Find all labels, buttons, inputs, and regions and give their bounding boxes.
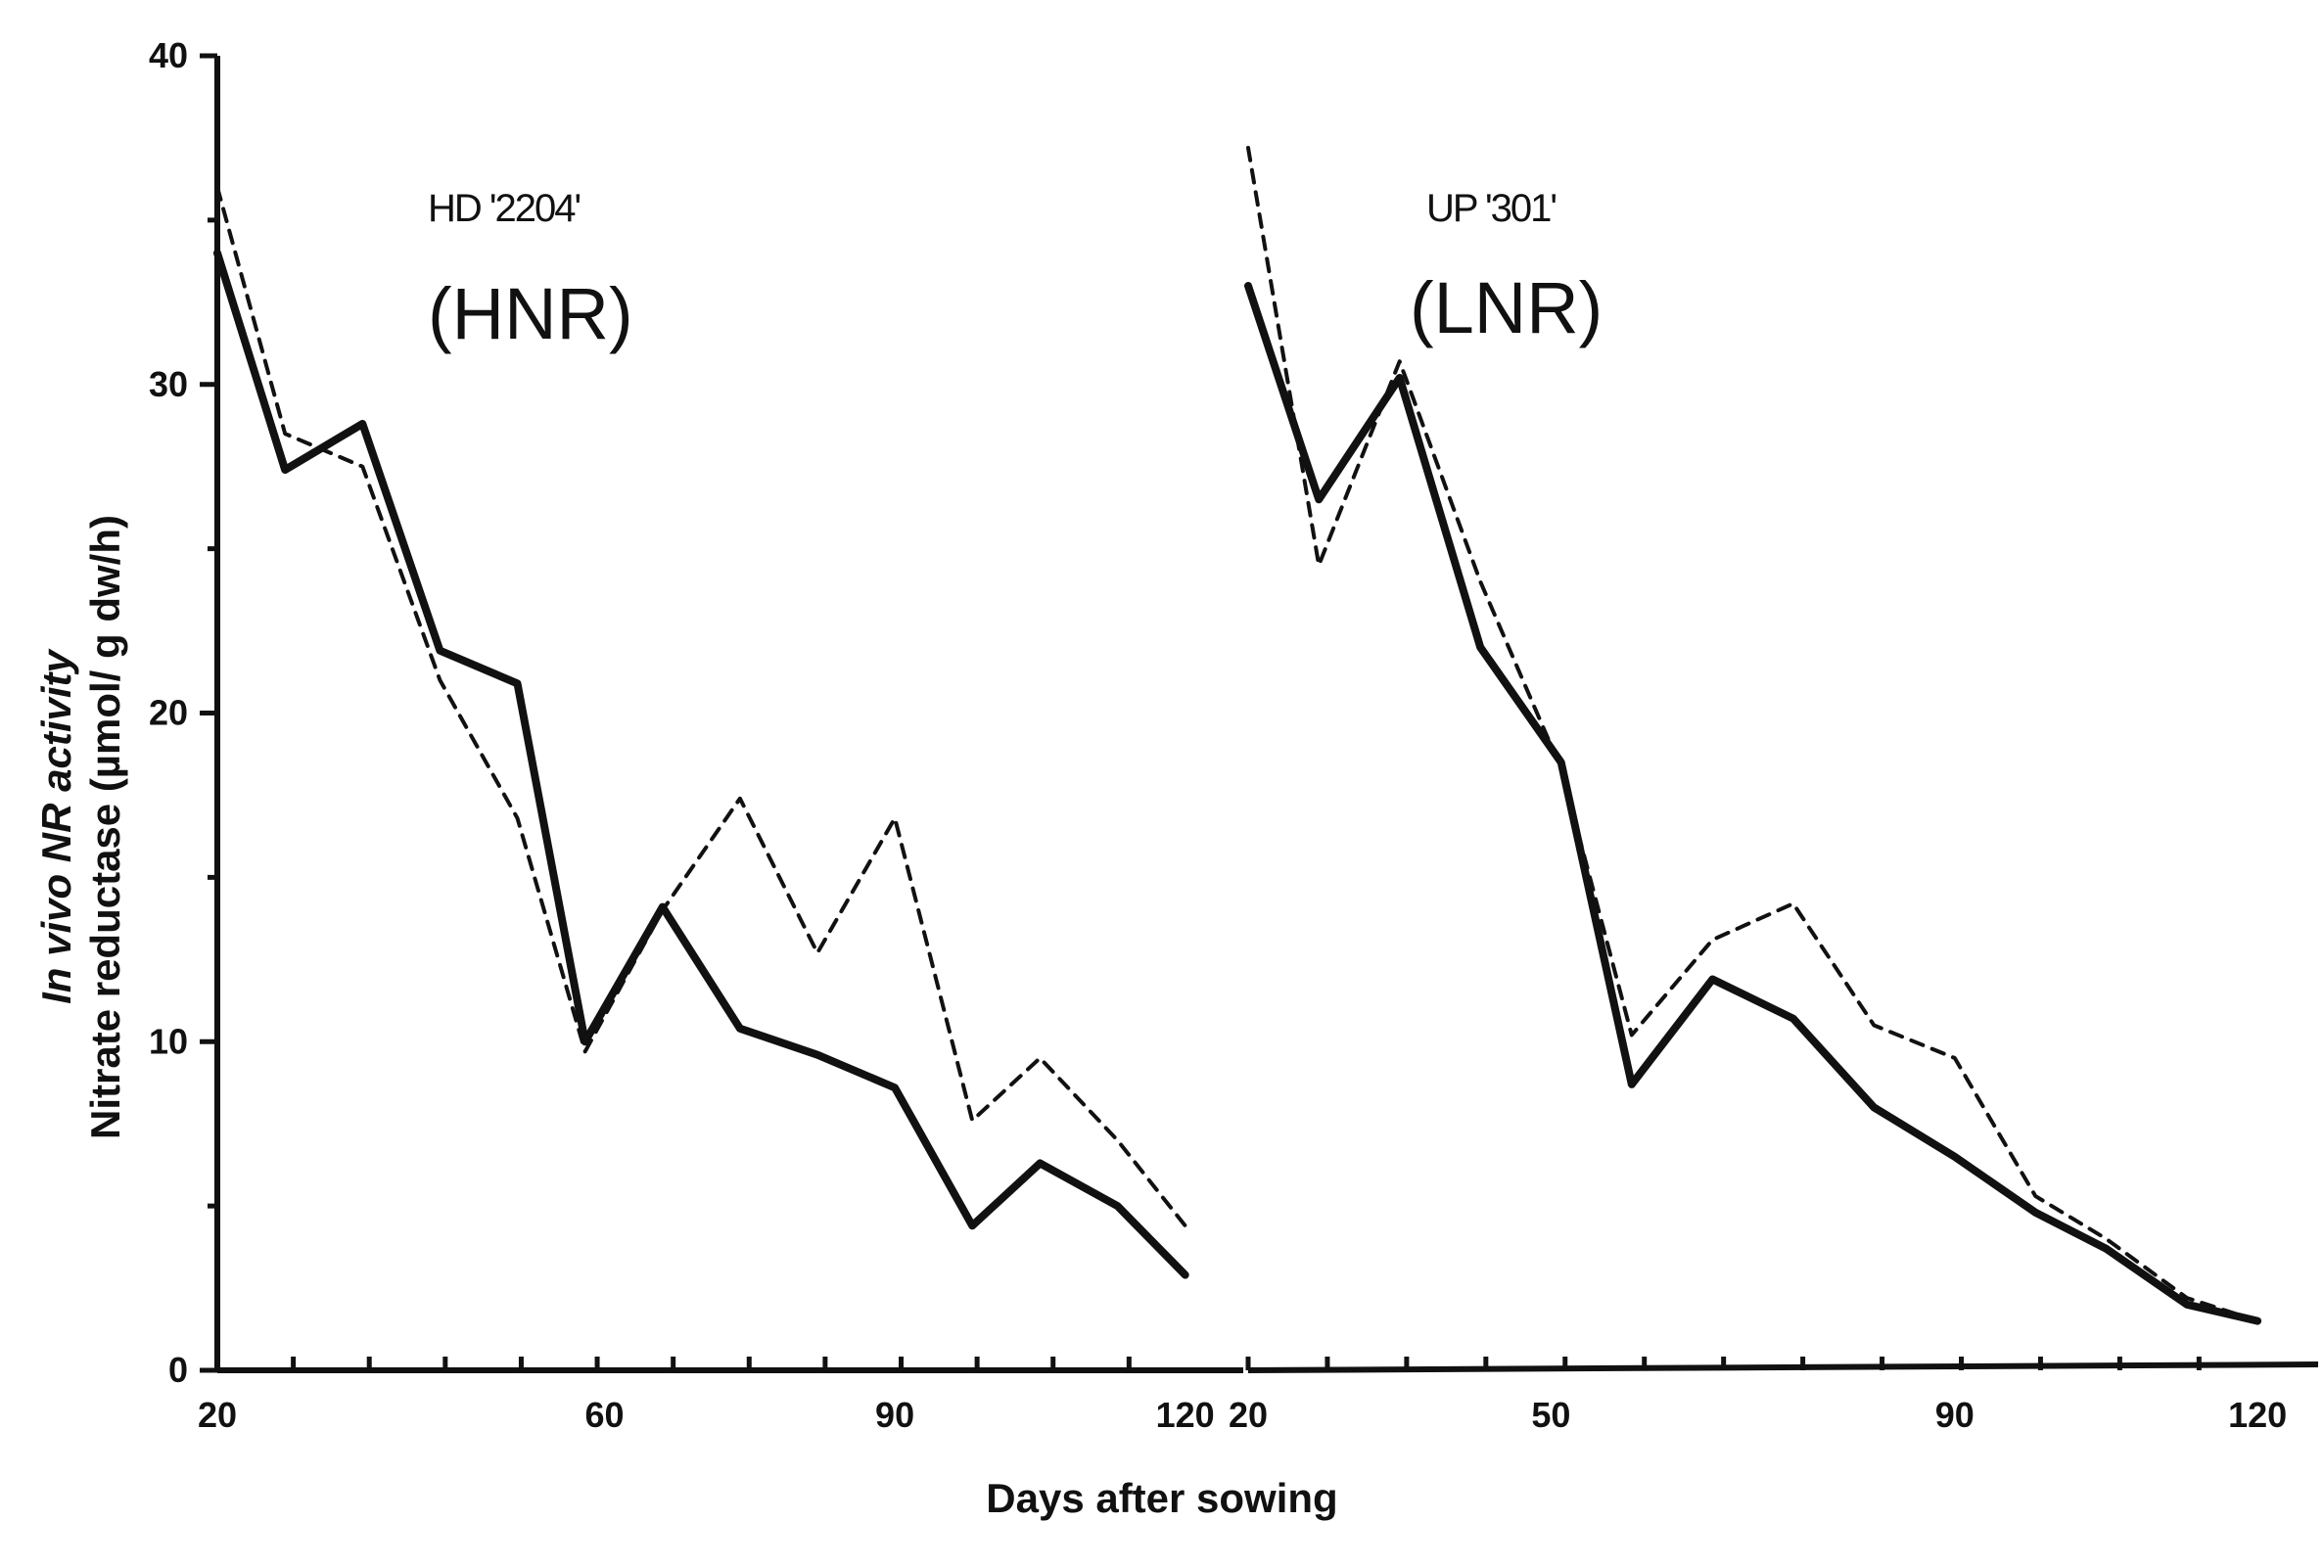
y-axis-title-line1: In vivo NR activity bbox=[33, 647, 79, 1003]
x-axis-title: Days after sowing bbox=[986, 1475, 1337, 1521]
x-tick-label: 90 bbox=[875, 1395, 914, 1435]
y-tick-label: 10 bbox=[149, 1021, 188, 1061]
y-tick-label: 30 bbox=[149, 364, 188, 404]
y-tick-label: 20 bbox=[149, 693, 188, 733]
panel-subtitle-lnr: (LNR) bbox=[1410, 267, 1603, 348]
series-line-panel-2-dashed bbox=[1246, 146, 2260, 1323]
y-tick-label: 0 bbox=[168, 1350, 188, 1390]
x-tick-label: 20 bbox=[1229, 1395, 1268, 1435]
series-layer bbox=[213, 146, 2262, 1325]
x-axis-line-panel-2 bbox=[1247, 1361, 2319, 1373]
y-tick-label: 40 bbox=[149, 35, 188, 75]
series-line-panel-1-solid bbox=[213, 249, 1189, 1279]
x-tick-label: 90 bbox=[1935, 1395, 1975, 1435]
panel-subtitle-hnr: (HNR) bbox=[428, 273, 633, 354]
panel-title-up301: UP '301' bbox=[1426, 187, 1556, 230]
axes: 0 10 20 30 40 20 60 90 120 20 50 90 120 bbox=[149, 35, 2319, 1435]
series-line-panel-1-dashed bbox=[215, 185, 1187, 1228]
series-line-panel-2-solid bbox=[1244, 282, 2262, 1325]
x-tick-label: 120 bbox=[1156, 1395, 1215, 1435]
x-tick-label: 60 bbox=[584, 1395, 624, 1435]
x-tick-label: 50 bbox=[1531, 1395, 1570, 1435]
x-tick-label: 120 bbox=[2228, 1395, 2287, 1435]
panel-title-hd2204: HD '2204' bbox=[428, 187, 581, 230]
labels-layer: HD '2204' (HNR) UP '301' (LNR) Days afte… bbox=[33, 187, 1603, 1521]
x-tick-label: 20 bbox=[198, 1395, 237, 1435]
y-axis-title-line2: Nitrate reductase (µmol/ g dw/h) bbox=[82, 515, 128, 1139]
